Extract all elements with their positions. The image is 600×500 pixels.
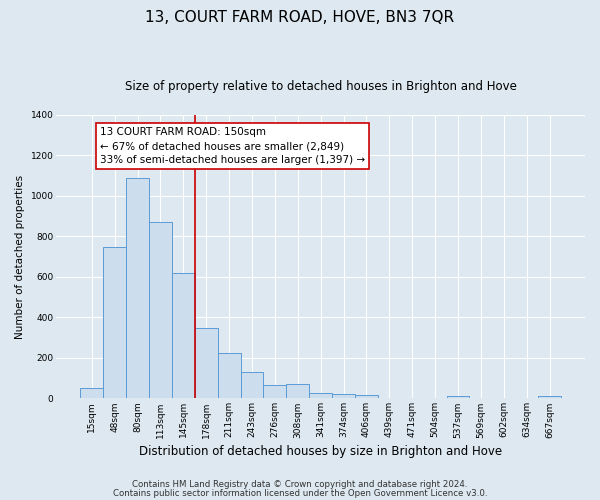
Bar (286, 384, 309, 398)
Bar (195, 328, 218, 398)
Bar (446, 396, 469, 398)
Text: Contains HM Land Registry data © Crown copyright and database right 2024.: Contains HM Land Registry data © Crown c… (132, 480, 468, 489)
Text: 13, COURT FARM ROAD, HOVE, BN3 7QR: 13, COURT FARM ROAD, HOVE, BN3 7QR (145, 10, 455, 25)
Y-axis label: Number of detached properties: Number of detached properties (15, 174, 25, 339)
Bar (218, 353, 241, 399)
Bar (332, 394, 355, 398)
Text: 13 COURT FARM ROAD: 150sqm
← 67% of detached houses are smaller (2,849)
33% of s: 13 COURT FARM ROAD: 150sqm ← 67% of deta… (100, 127, 365, 165)
X-axis label: Distribution of detached houses by size in Brighton and Hove: Distribution of detached houses by size … (139, 444, 502, 458)
Bar (355, 396, 378, 398)
Bar (309, 394, 332, 398)
Bar (241, 372, 263, 398)
Bar (149, 222, 172, 398)
Bar (172, 273, 195, 398)
Bar (263, 385, 286, 398)
Bar (103, 246, 126, 398)
Text: Contains public sector information licensed under the Open Government Licence v3: Contains public sector information licen… (113, 488, 487, 498)
Bar (126, 178, 149, 398)
Bar (80, 388, 103, 398)
Title: Size of property relative to detached houses in Brighton and Hove: Size of property relative to detached ho… (125, 80, 517, 93)
Bar (538, 396, 561, 398)
